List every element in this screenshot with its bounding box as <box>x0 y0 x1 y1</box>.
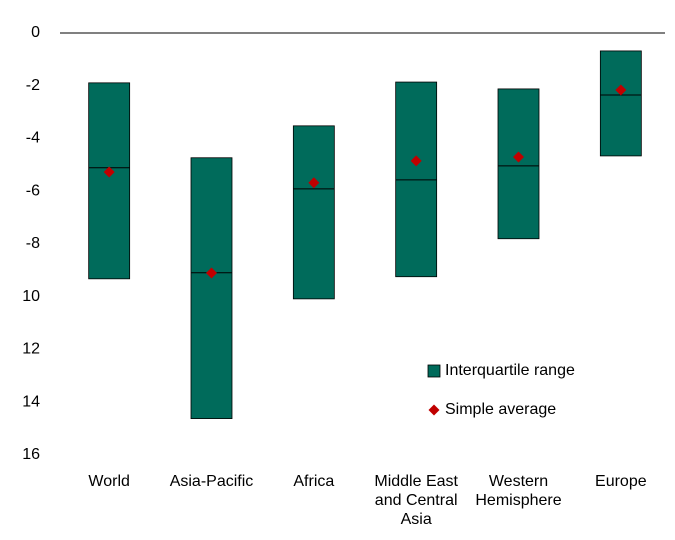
x-tick-label: Africa <box>293 473 335 490</box>
average-marker <box>308 177 320 189</box>
box <box>292 125 335 300</box>
box <box>88 82 131 280</box>
x-tick-label: Europe <box>595 473 647 490</box>
average-marker <box>410 155 422 167</box>
box <box>190 157 233 420</box>
average-marker <box>513 151 524 163</box>
average-marker <box>103 166 115 178</box>
y-tick-label: 10 <box>22 288 40 305</box>
y-tick-label: -4 <box>26 130 40 147</box>
average-marker <box>206 267 217 279</box>
legend-label: Interquartile range <box>445 362 575 379</box>
y-tick-label: -8 <box>26 235 40 252</box>
legend-label: Simple average <box>445 401 556 418</box>
box <box>599 50 642 157</box>
x-tick-label: Middle East and Central Asia <box>374 473 458 528</box>
x-tick-label: Asia-Pacific <box>169 473 254 490</box>
y-tick-label: 0 <box>31 24 40 41</box>
x-tick-label: Western Hemisphere <box>475 473 562 509</box>
y-tick-label: 16 <box>22 446 40 463</box>
x-tick-label: World <box>88 473 130 490</box>
y-tick-label: 12 <box>22 341 40 358</box>
average-marker <box>615 84 627 96</box>
y-tick-label: -2 <box>26 77 40 94</box>
y-tick-label: -6 <box>26 182 40 199</box>
box <box>395 81 438 278</box>
legend-swatch <box>427 364 441 378</box>
y-tick-label: 14 <box>22 393 40 410</box>
box <box>497 88 540 240</box>
legend-swatch <box>428 404 440 416</box>
